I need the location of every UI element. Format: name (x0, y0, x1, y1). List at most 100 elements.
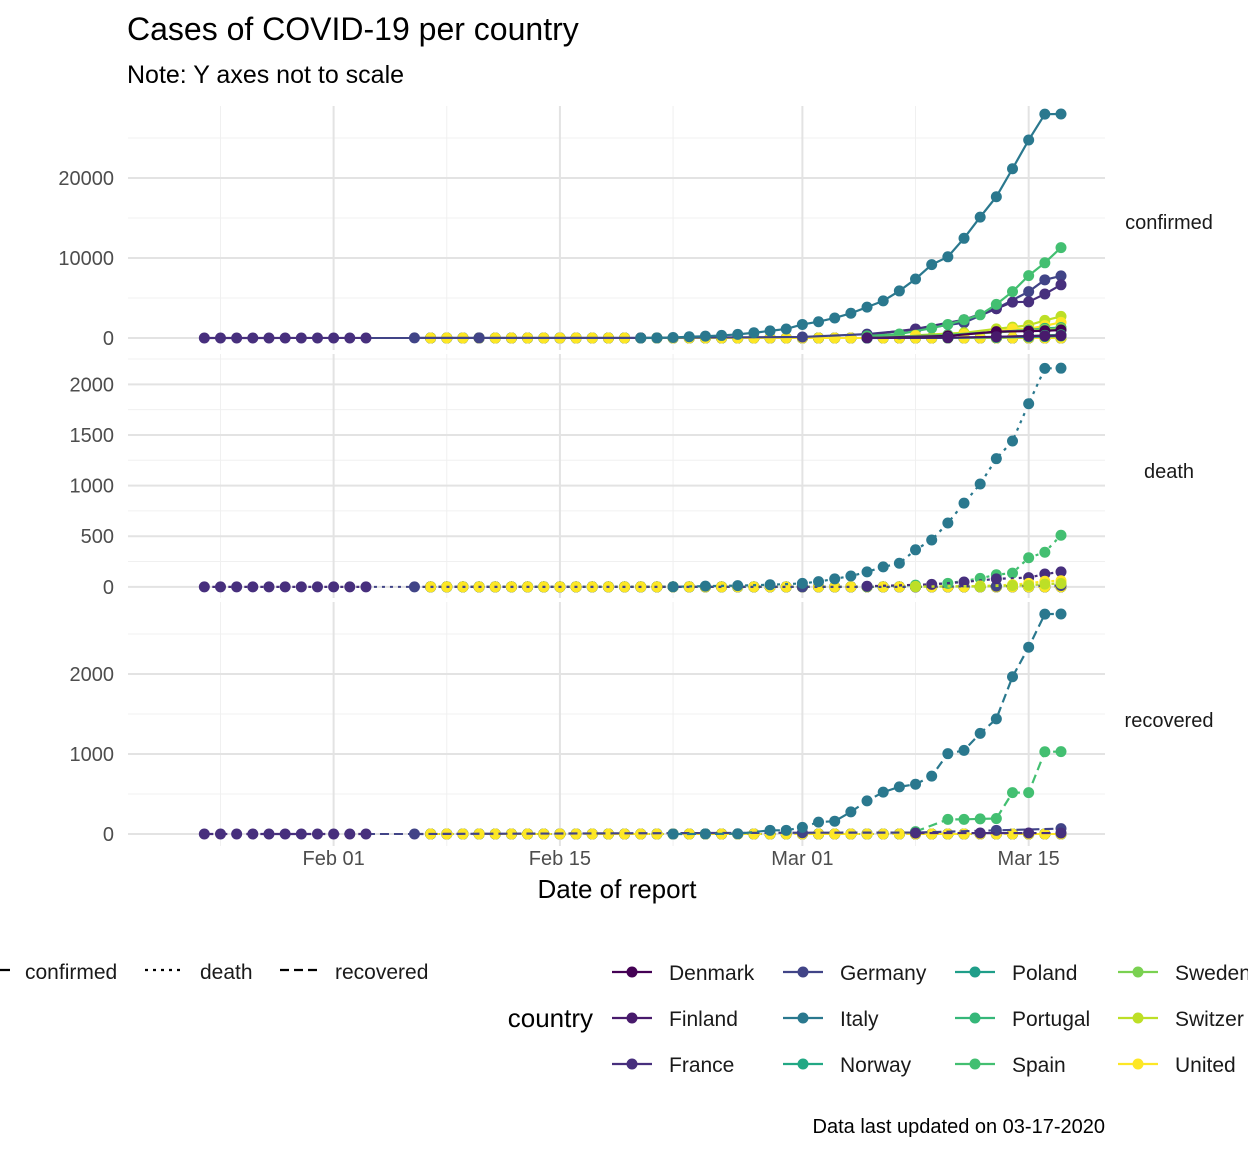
data-point (1039, 362, 1051, 374)
data-point (910, 544, 922, 556)
data-point (1055, 578, 1067, 590)
data-point (829, 581, 841, 593)
data-point (780, 824, 792, 836)
data-point (926, 770, 938, 782)
data-point (764, 325, 776, 337)
data-point (1039, 546, 1051, 558)
x-axis-title: Date of report (538, 874, 698, 904)
data-point (796, 577, 808, 589)
data-point (893, 581, 905, 593)
data-point (1055, 362, 1067, 374)
data-point (1023, 552, 1035, 564)
data-point (279, 332, 291, 344)
data-point (699, 330, 711, 342)
data-point (651, 332, 663, 344)
data-point (1023, 286, 1035, 298)
data-point (263, 332, 275, 344)
legend-key-point (1132, 1058, 1144, 1070)
series-line-italy (673, 367, 1062, 588)
data-point (505, 828, 517, 840)
chart-caption: Data last updated on 03-17-2020 (813, 1116, 1105, 1138)
y-tick-label: 0 (103, 577, 114, 599)
data-point (958, 314, 970, 326)
data-point (198, 581, 210, 593)
data-point (214, 332, 226, 344)
legend-label-portugal: Portugal (1012, 1008, 1090, 1031)
data-point (861, 566, 873, 578)
data-point (1023, 296, 1035, 308)
data-point (1007, 828, 1019, 840)
data-point (683, 331, 695, 343)
data-point (1023, 330, 1035, 342)
legend-label-finland: Finland (669, 1008, 738, 1031)
data-point (748, 828, 760, 840)
data-point (1039, 108, 1051, 120)
data-point (1007, 296, 1019, 308)
legend-key-point (797, 1058, 809, 1070)
data-point (1007, 286, 1019, 298)
legend-label-norway: Norway (840, 1054, 912, 1077)
data-point (489, 828, 501, 840)
data-point (1039, 330, 1051, 342)
data-point (214, 828, 226, 840)
data-point (295, 332, 307, 344)
facet-recovered: 0 1000 2000 recovered (70, 602, 1213, 846)
data-point (408, 332, 420, 344)
data-point (877, 786, 889, 798)
legend-label-france: France (669, 1054, 734, 1077)
data-point (360, 581, 372, 593)
data-point (295, 828, 307, 840)
data-point (1055, 608, 1067, 620)
data-point (279, 828, 291, 840)
legend-key-point (1132, 966, 1144, 978)
data-point (279, 581, 291, 593)
data-point (667, 332, 679, 344)
data-point (829, 815, 841, 827)
data-point (263, 828, 275, 840)
data-point (1055, 746, 1067, 758)
legend-label-sweden: Sweden (1175, 962, 1248, 985)
data-point (602, 828, 614, 840)
data-point (780, 323, 792, 335)
legend-label-recovered: recovered (335, 961, 428, 984)
data-point (974, 580, 986, 592)
data-point (247, 581, 259, 593)
data-point (990, 813, 1002, 825)
data-point (813, 316, 825, 328)
data-point (716, 329, 728, 341)
data-point (958, 232, 970, 244)
data-point (1039, 288, 1051, 300)
legend-label-poland: Poland (1012, 962, 1077, 985)
data-point (1023, 787, 1035, 799)
legend-label-spain: Spain (1012, 1054, 1066, 1077)
legend-label-switzer: Switzer (1175, 1008, 1244, 1031)
y-tick-label: 2000 (70, 664, 115, 686)
y-tick-label: 20000 (58, 168, 114, 190)
data-point (796, 331, 808, 343)
data-point (1007, 580, 1019, 592)
data-point (942, 813, 954, 825)
legend-label-italy: Italy (840, 1008, 879, 1031)
data-point (328, 828, 340, 840)
y-tick-label: 10000 (58, 248, 114, 270)
data-point (764, 579, 776, 591)
series-line-spain (915, 750, 1062, 833)
data-point (699, 828, 711, 840)
legend-label-germany: Germany (840, 962, 927, 985)
data-point (408, 581, 420, 593)
data-point (910, 273, 922, 285)
data-point (1023, 641, 1035, 653)
data-point (344, 828, 356, 840)
data-point (910, 827, 922, 839)
data-point (344, 581, 356, 593)
data-point (1039, 578, 1051, 590)
legend-key-point (969, 1058, 981, 1070)
data-point (473, 332, 485, 344)
series-line-united (915, 579, 1062, 588)
data-point (408, 828, 420, 840)
data-point (974, 827, 986, 839)
data-point (1039, 746, 1051, 758)
data-point (311, 581, 323, 593)
data-point (942, 251, 954, 263)
y-tick-label: 1500 (70, 425, 115, 447)
